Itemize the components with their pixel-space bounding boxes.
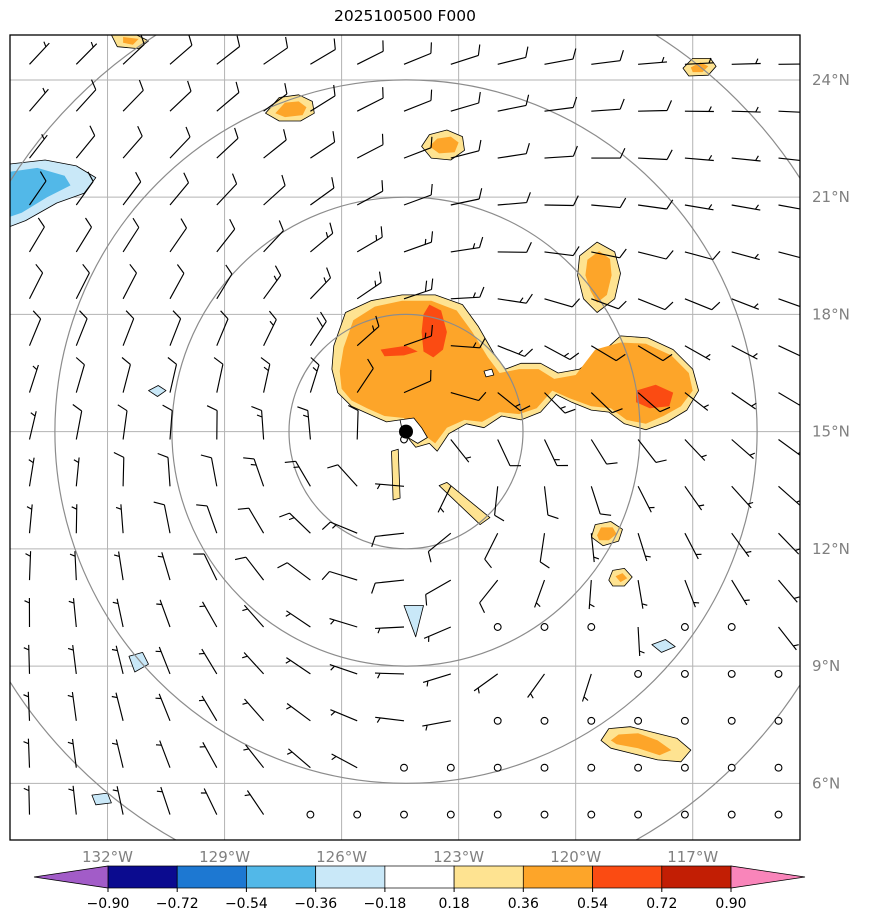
svg-text:117°W: 117°W (667, 848, 718, 866)
svg-text:126°W: 126°W (316, 848, 367, 866)
wind-barbs (23, 35, 800, 819)
svg-text:−0.36: −0.36 (294, 896, 337, 912)
svg-text:123°W: 123°W (433, 848, 484, 866)
svg-text:24°N: 24°N (812, 71, 850, 89)
storm-range-rings (10, 35, 800, 840)
svg-text:9°N: 9°N (812, 657, 840, 675)
svg-text:−0.72: −0.72 (156, 896, 199, 912)
svg-text:12°N: 12°N (812, 540, 850, 558)
svg-text:0.90: 0.90 (715, 896, 746, 912)
svg-text:−0.18: −0.18 (363, 896, 406, 912)
svg-text:−0.54: −0.54 (225, 896, 268, 912)
svg-text:−0.90: −0.90 (87, 896, 130, 912)
colorbar: −0.90 −0.72 −0.54 −0.36 −0.18 0.18 0.36 0.54 0.7… (33, 865, 806, 912)
svg-text:18°N: 18°N (812, 305, 850, 323)
filled-contour-patches (10, 35, 717, 806)
svg-text:15°N: 15°N (812, 423, 850, 441)
svg-text:0.72: 0.72 (646, 896, 677, 912)
svg-text:120°W: 120°W (550, 848, 601, 866)
svg-text:6°N: 6°N (812, 774, 840, 792)
svg-text:129°W: 129°W (199, 848, 250, 866)
svg-text:132°W: 132°W (82, 848, 133, 866)
storm-center-and-frame (9, 34, 801, 841)
axis-tick-labels: 132°W 129°W 126°W 123°W 120°W 117°W 6°N 9°N 12°N… (82, 71, 850, 866)
svg-text:21°N: 21°N (812, 188, 850, 206)
chart-title: 2025100500 F000 (334, 7, 476, 25)
svg-text:0.54: 0.54 (577, 896, 608, 912)
svg-text:0.36: 0.36 (508, 896, 539, 912)
svg-text:0.18: 0.18 (439, 896, 470, 912)
